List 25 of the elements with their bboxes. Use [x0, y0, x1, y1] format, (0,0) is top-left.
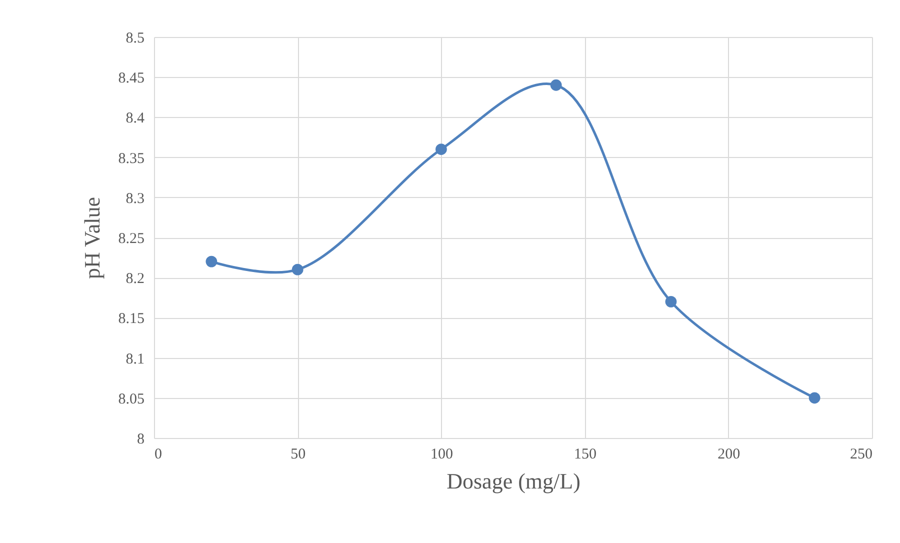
y-tick-label: 8.45 [118, 70, 144, 87]
x-tick-label: 250 [850, 446, 872, 462]
y-tick-label: 8.5 [126, 30, 144, 46]
y-tick-label: 8.25 [118, 231, 144, 247]
y-tick-label: 8.35 [118, 150, 144, 167]
x-tick-label: 200 [718, 446, 740, 462]
y-axis-title: pH Value [79, 196, 104, 280]
y-tick-label: 8.1 [126, 351, 144, 368]
x-axis-title: Dosage (mg/L) [446, 468, 580, 494]
x-tick-label: 0 [154, 446, 162, 462]
point [292, 264, 304, 276]
point [808, 392, 820, 404]
y-tick-label: 8.4 [126, 110, 145, 127]
x-tick-label: 100 [430, 446, 453, 462]
x-tick-label: 150 [574, 446, 597, 462]
point [206, 256, 218, 268]
y-tick-label: 8.2 [126, 271, 144, 288]
x-tick-label: 50 [290, 446, 306, 462]
y-tick-label: 8.3 [126, 190, 144, 207]
y-tick-label: 8 [137, 432, 144, 448]
y-tick-label: 8.15 [118, 311, 144, 328]
y-tick-label: 8.05 [118, 391, 144, 408]
point [550, 79, 562, 91]
point [665, 296, 677, 308]
point [436, 144, 447, 155]
